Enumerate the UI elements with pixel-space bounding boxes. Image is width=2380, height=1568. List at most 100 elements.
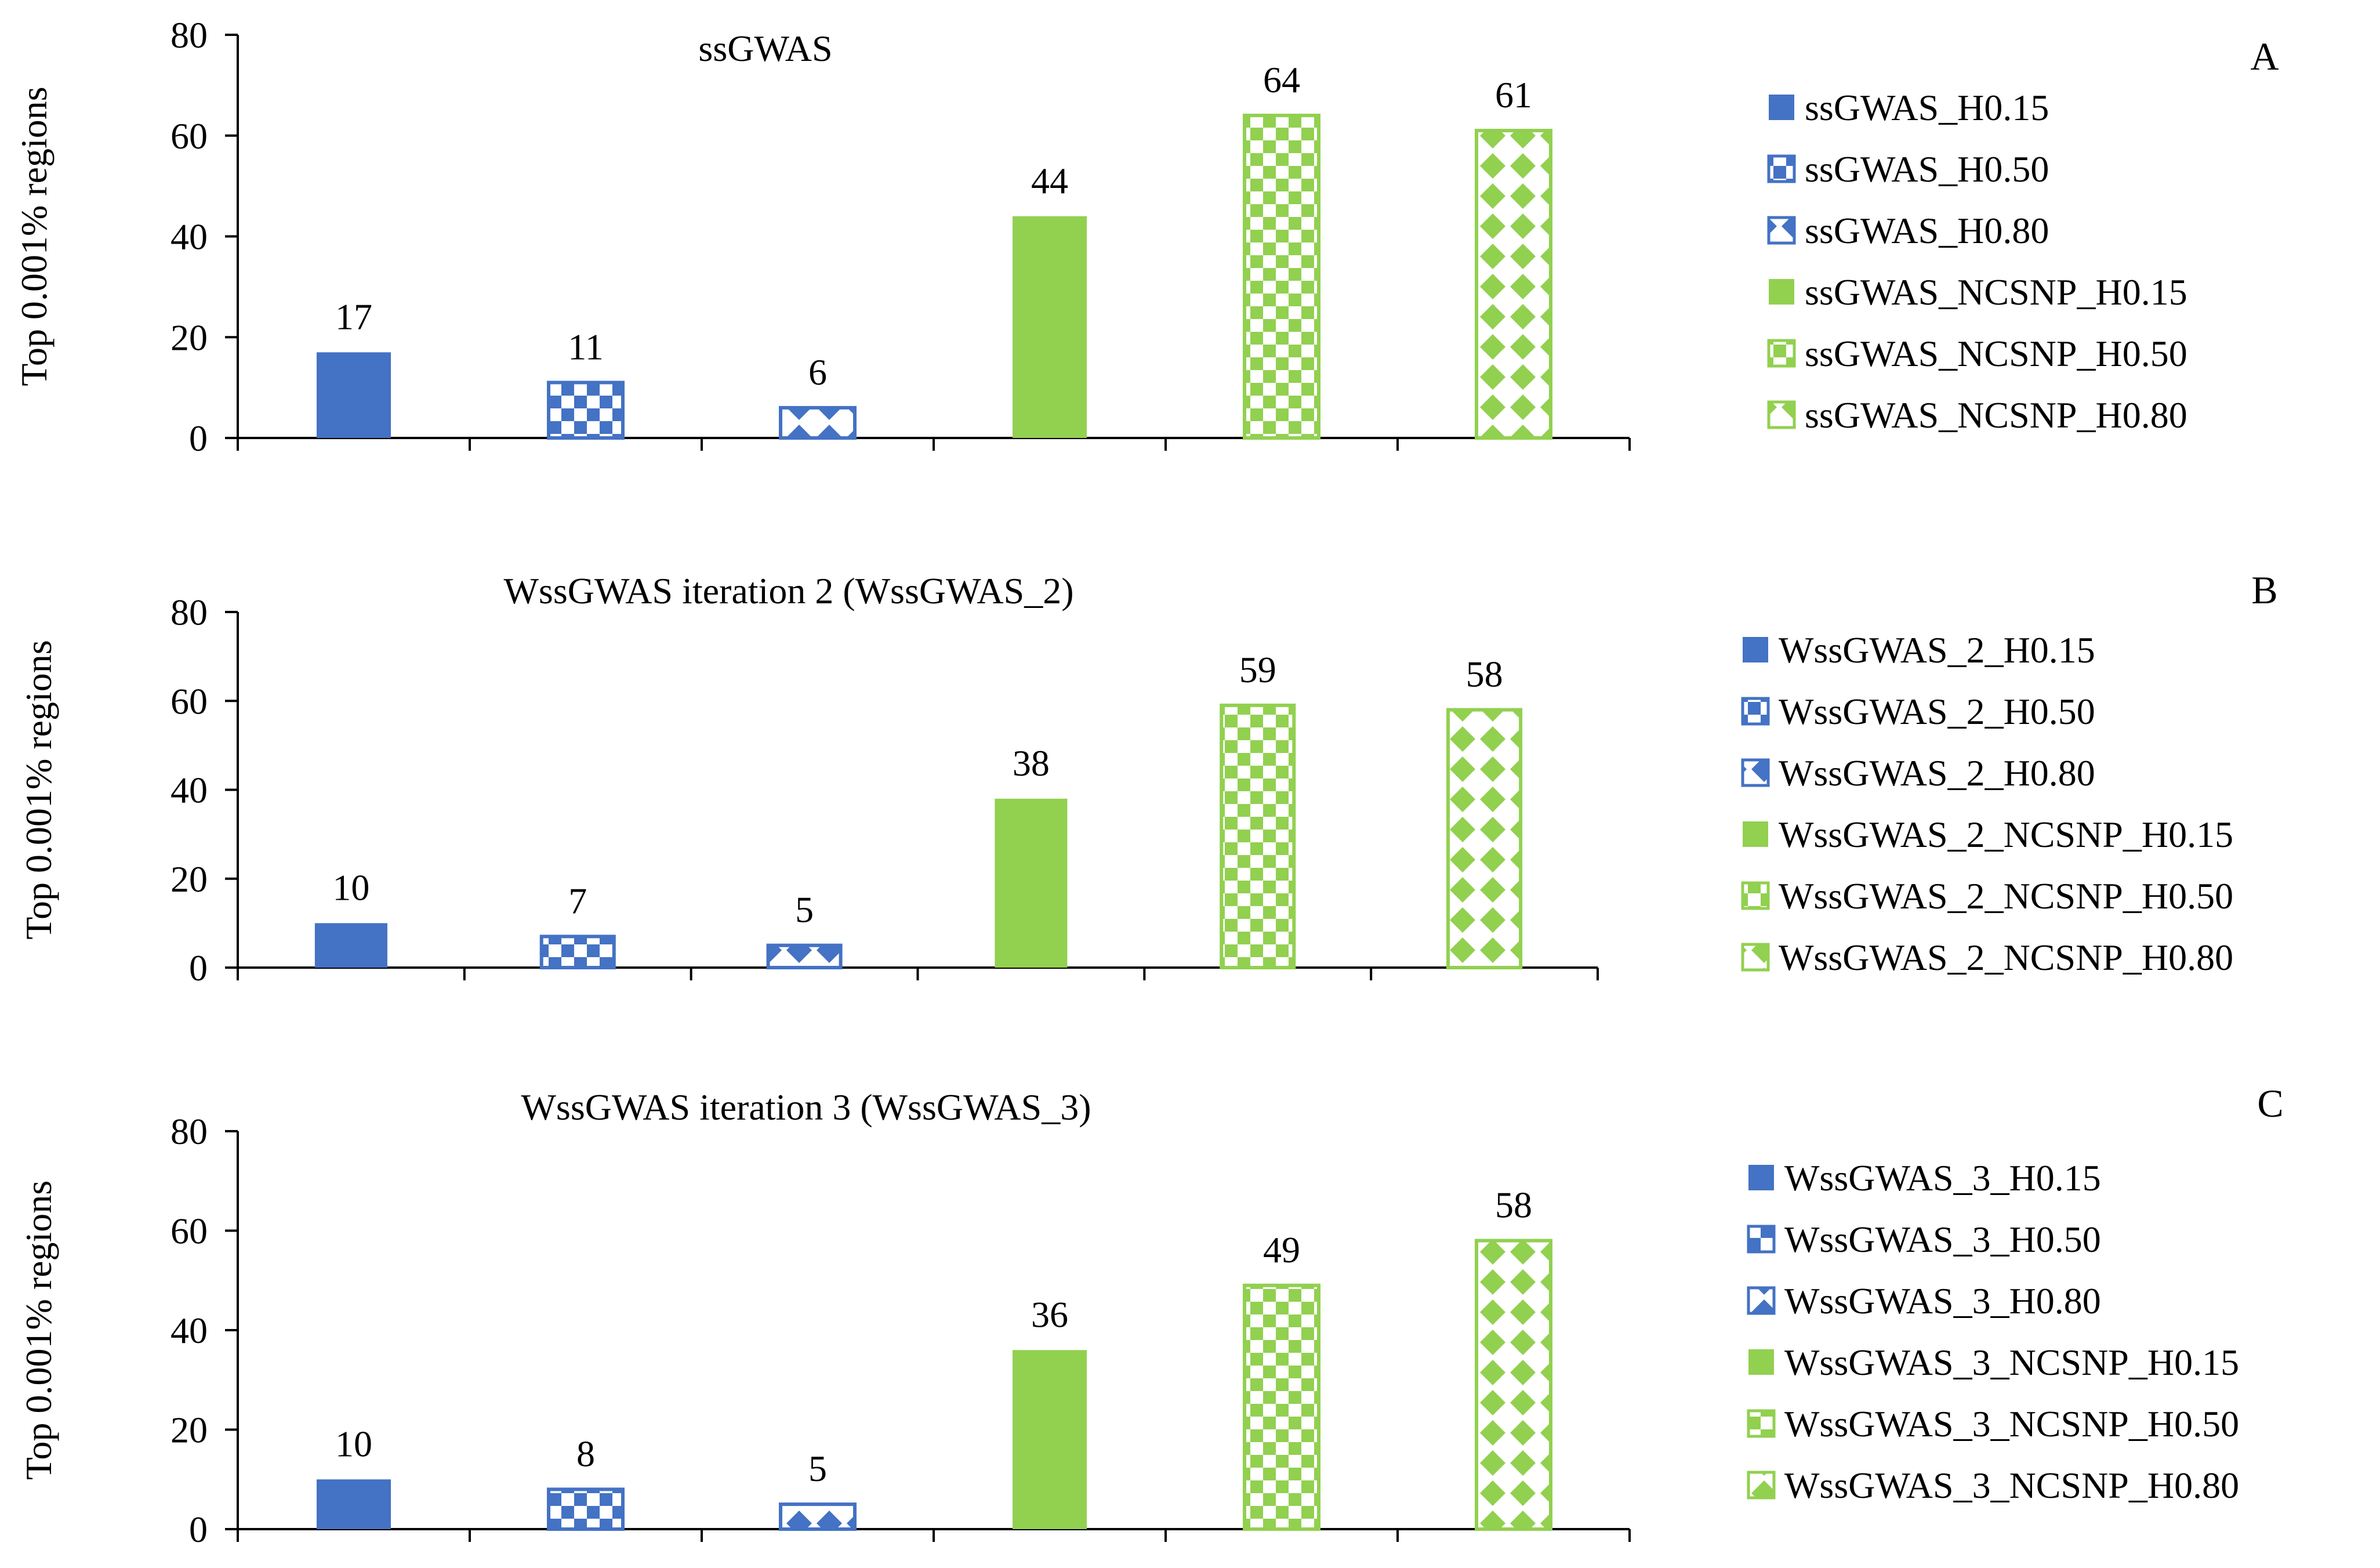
data-label: 7: [568, 880, 587, 921]
legend-label: WssGWAS_2_H0.80: [1779, 752, 2095, 794]
data-label: 36: [1031, 1294, 1068, 1335]
bar-ssgwas-ncsnp-h0-15: [1013, 216, 1087, 438]
data-label: 11: [568, 326, 604, 367]
y-tick-label: 0: [189, 418, 208, 459]
legend-label: WssGWAS_3_NCSNP_H0.80: [1784, 1465, 2239, 1506]
y-tick-label: 60: [170, 680, 208, 722]
data-label: 49: [1263, 1229, 1300, 1270]
data-label: 17: [335, 296, 372, 337]
legend-label: ssGWAS_NCSNP_H0.50: [1805, 333, 2187, 374]
data-label: 6: [808, 352, 827, 393]
y-tick-label: 0: [189, 1509, 208, 1550]
chart-title: WssGWAS iteration 3 (WssGWAS_3): [521, 1087, 1091, 1128]
legend-swatch: [1767, 339, 1796, 368]
data-label: 8: [576, 1433, 595, 1474]
legend-swatch: [1767, 154, 1796, 183]
legend-swatch: [1767, 216, 1796, 245]
chart-panel-b: 0 20 40 60 80 10 7 5 38 59 58 WssGWAS iteration 2 (…: [18, 568, 2278, 988]
bar-wssgwas-3-ncsnp-h0-15: [1013, 1350, 1087, 1529]
legend-label: ssGWAS_NCSNP_H0.15: [1805, 271, 2187, 313]
legend-swatch: [1741, 881, 1770, 910]
legend-swatch: [1769, 95, 1794, 120]
y-tick-label: 40: [170, 770, 208, 811]
legend-label: WssGWAS_3_H0.15: [1784, 1157, 2101, 1198]
y-axis-label: Top 0.001% regions: [18, 640, 59, 939]
bar-wssgwas-3-h0-15: [317, 1479, 391, 1529]
data-label: 5: [795, 889, 814, 930]
legend-swatch: [1741, 943, 1770, 972]
bar-wssgwas-2-ncsnp-h0-15: [995, 798, 1068, 968]
legend-swatch: [1748, 1165, 1774, 1190]
legend-swatch: [1747, 1286, 1776, 1315]
data-label: 44: [1031, 160, 1068, 201]
chart-title: WssGWAS iteration 2 (WssGWAS_2): [504, 570, 1074, 611]
chart-panel-c: 0 20 40 60 80 10 8 5 36 49 58 WssGWAS iteration 3 (…: [18, 1081, 2284, 1550]
chart-title: ssGWAS: [698, 28, 832, 69]
bar-wssgwas-2-h0-15: [314, 923, 387, 968]
legend-label: WssGWAS_2_NCSNP_H0.50: [1779, 875, 2233, 917]
bar-wssgwas-2-h0-50: [539, 935, 616, 970]
y-tick-label: 80: [170, 1111, 208, 1152]
legend-label: WssGWAS_3_H0.50: [1784, 1219, 2101, 1260]
legend-label: WssGWAS_2_NCSNP_H0.80: [1779, 937, 2233, 978]
bar-wssgwas-2-ncsnp-h0-80: [1446, 708, 1523, 969]
data-label: 10: [335, 1423, 372, 1464]
bar-ssgwas-ncsnp-h0-50: [1243, 114, 1320, 440]
y-tick-label: 60: [170, 1211, 208, 1252]
data-label: 38: [1013, 743, 1050, 784]
legend-swatch: [1748, 1349, 1774, 1375]
y-tick-label: 0: [189, 947, 208, 988]
panel-letter: C: [2257, 1081, 2283, 1125]
bar-wssgwas-3-h0-80: [779, 1502, 857, 1531]
y-tick-label: 20: [170, 317, 208, 358]
legend: WssGWAS_2_H0.15 WssGWAS_2_H0.50 WssGWAS_2_…: [1741, 629, 2233, 978]
bar-wssgwas-3-ncsnp-h0-80: [1475, 1239, 1552, 1531]
bar-ssgwas-h0-15: [317, 352, 391, 438]
y-tick-label: 40: [170, 1310, 208, 1351]
bar-ssgwas-ncsnp-h0-80: [1475, 129, 1552, 440]
bar-wssgwas-3-h0-50: [547, 1487, 625, 1531]
data-label: 10: [332, 867, 369, 908]
data-label: 64: [1263, 59, 1300, 100]
y-axis-label: Top 0.001% regions: [18, 1180, 59, 1480]
data-label: 59: [1239, 649, 1276, 690]
legend-swatch: [1743, 821, 1768, 847]
data-label: 58: [1466, 654, 1503, 695]
legend-swatch: [1741, 697, 1770, 726]
y-tick-label: 80: [170, 15, 208, 56]
legend-label: ssGWAS_H0.15: [1805, 87, 2049, 128]
legend-label: ssGWAS_H0.50: [1805, 149, 2049, 190]
legend-label: WssGWAS_2_H0.50: [1779, 691, 2095, 732]
y-tick-label: 80: [170, 592, 208, 633]
data-label: 5: [808, 1448, 827, 1489]
y-tick-label: 60: [170, 115, 208, 157]
bar-ssgwas-h0-50: [547, 381, 625, 440]
bar-wssgwas-3-ncsnp-h0-50: [1243, 1283, 1320, 1531]
legend-swatch: [1743, 637, 1768, 662]
legend-swatch: [1747, 1409, 1776, 1438]
legend-swatch: [1741, 758, 1770, 787]
panel-letter: B: [2251, 568, 2277, 612]
legend-label: WssGWAS_2_NCSNP_H0.15: [1779, 814, 2233, 855]
legend-swatch: [1767, 400, 1796, 429]
legend-swatch: [1769, 279, 1794, 305]
y-axis-label: Top 0.001% regions: [13, 86, 55, 386]
bar-wssgwas-2-h0-80: [766, 943, 843, 969]
y-tick-label: 20: [170, 859, 208, 900]
legend-label: WssGWAS_2_H0.15: [1779, 629, 2095, 671]
legend-label: WssGWAS_3_NCSNP_H0.15: [1784, 1342, 2239, 1383]
legend-swatch: [1747, 1225, 1776, 1254]
data-label: 58: [1495, 1185, 1532, 1226]
panel-letter: A: [2250, 34, 2279, 78]
legend-label: WssGWAS_3_H0.80: [1784, 1280, 2101, 1321]
chart-panel-a: 0 20 40 60 80 17 11 6 44 64 61 ssGWAS Top 0.001% reg…: [13, 15, 2279, 459]
legend-label: WssGWAS_3_NCSNP_H0.50: [1784, 1403, 2239, 1444]
y-tick-label: 40: [170, 216, 208, 258]
y-tick-label: 20: [170, 1410, 208, 1451]
data-label: 61: [1495, 74, 1532, 115]
legend: ssGWAS_H0.15 ssGWAS_H0.50 ssGWAS_H0.80 ssGW…: [1767, 87, 2187, 436]
legend-label: ssGWAS_H0.80: [1805, 210, 2049, 251]
legend-label: ssGWAS_NCSNP_H0.80: [1805, 394, 2187, 436]
